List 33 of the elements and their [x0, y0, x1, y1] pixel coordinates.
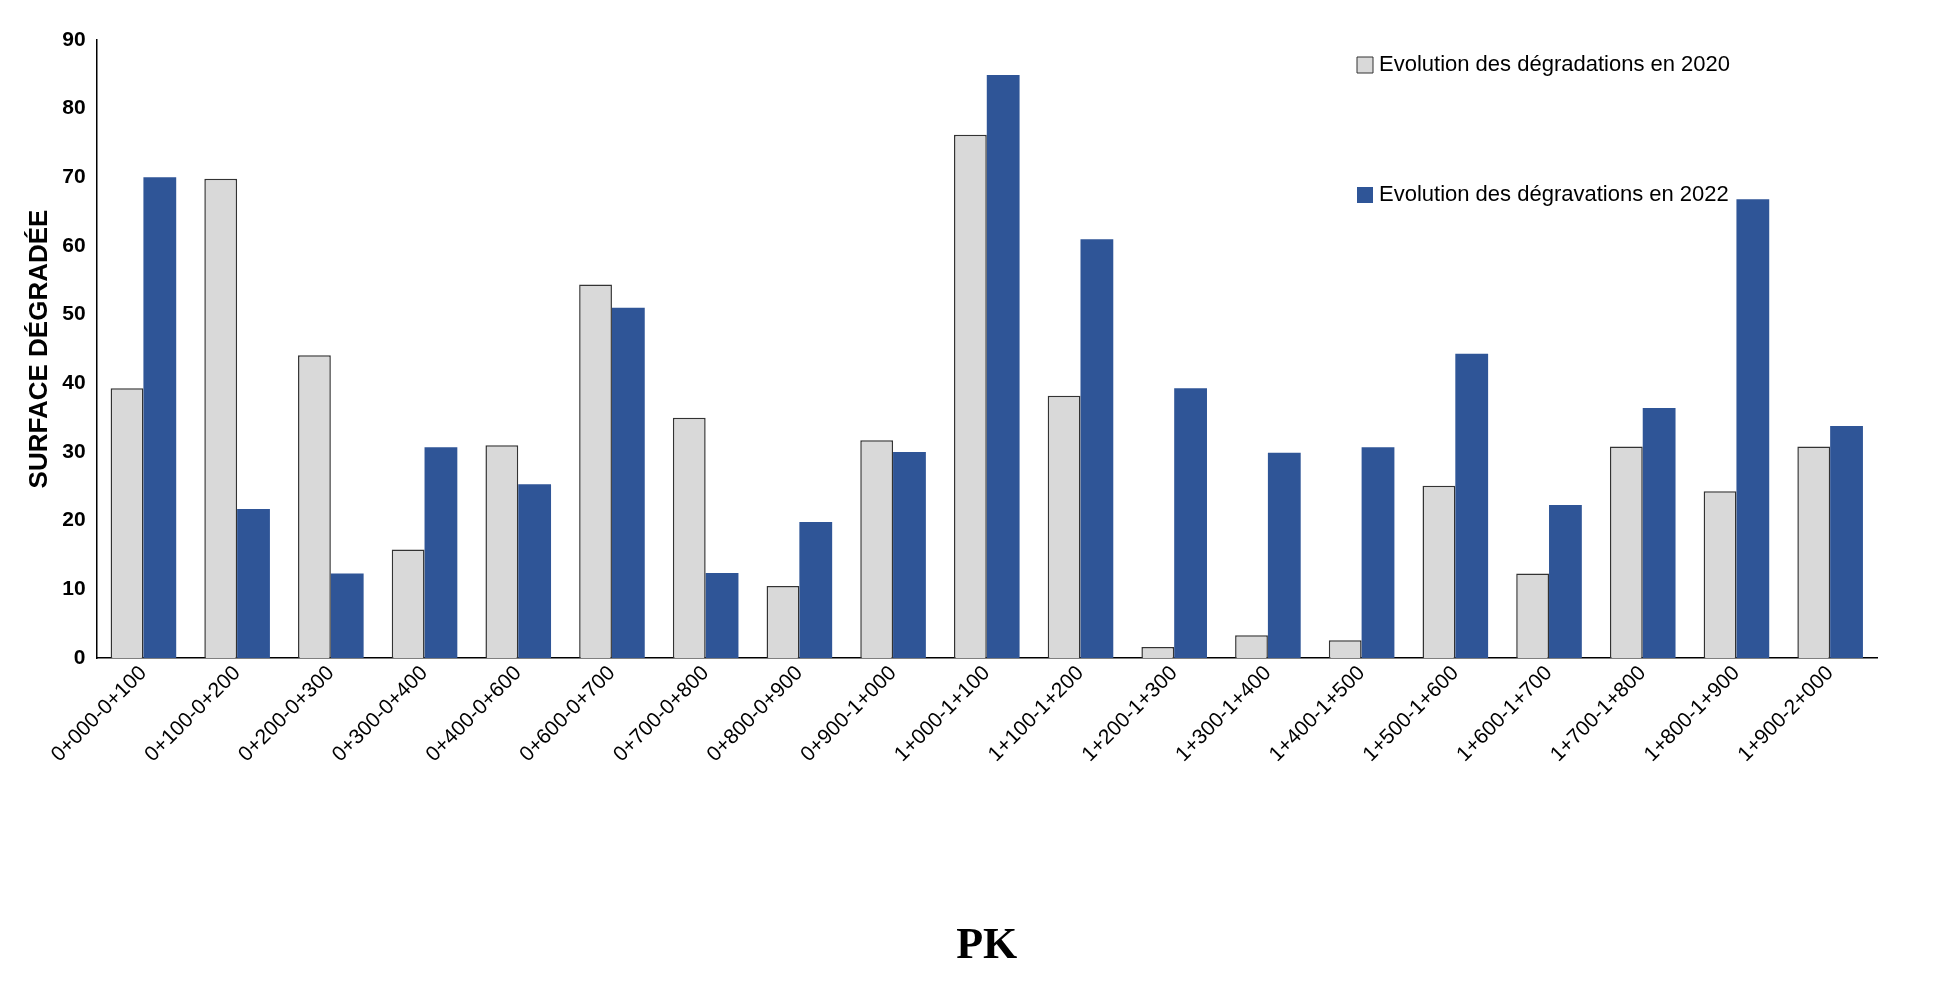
x-axis-title: PK — [956, 918, 1018, 968]
legend-label: Evolution des dégravations en 2022 — [1379, 181, 1729, 207]
bar — [1736, 199, 1770, 659]
bar — [611, 307, 645, 659]
bar — [893, 452, 926, 659]
bar — [1455, 353, 1489, 659]
bar — [1361, 447, 1395, 659]
bar — [986, 75, 1020, 659]
bar — [1549, 504, 1582, 659]
y-tick-label: 50 — [62, 301, 86, 325]
y-tick-label: 0 — [73, 644, 86, 668]
bar — [1080, 239, 1114, 659]
y-tick-label: 30 — [62, 438, 86, 462]
bar — [330, 573, 364, 659]
bar — [705, 572, 739, 659]
legend-label: Evolution des dégradations en 2020 — [1379, 51, 1731, 77]
y-axis-title: SURFACE DÉGRADÉE — [22, 209, 53, 489]
y-tick-label: 80 — [62, 95, 86, 119]
y-tick-label: 20 — [62, 507, 86, 531]
bar — [1174, 388, 1207, 659]
bar — [237, 509, 270, 659]
y-tick-label: 90 — [62, 26, 86, 50]
bar — [799, 522, 833, 659]
y-tick-label: 60 — [62, 232, 86, 256]
y-tick-label: 10 — [62, 576, 86, 600]
y-tick-label: 70 — [62, 164, 86, 188]
bar — [1830, 425, 1863, 659]
bar — [1642, 408, 1676, 659]
bar — [424, 447, 458, 659]
bar — [143, 177, 177, 659]
bar — [1267, 452, 1301, 659]
bar — [518, 484, 552, 659]
y-tick-label: 40 — [62, 370, 86, 394]
